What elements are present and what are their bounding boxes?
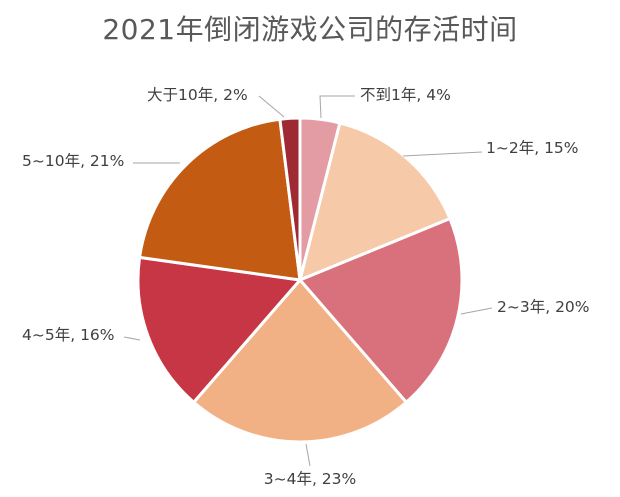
pie-slice — [298, 121, 452, 282]
slice-label: 5~10年, 21% — [22, 152, 124, 170]
pie-slice — [138, 117, 302, 282]
pie-slice — [192, 278, 408, 444]
leader-line — [319, 95, 355, 119]
leader-line — [402, 151, 483, 157]
chart-title: 2021年倒闭游戏公司的存活时间 — [102, 13, 518, 46]
pie-slice — [278, 116, 302, 282]
leader-line — [258, 95, 285, 118]
leader-line — [460, 307, 493, 315]
leader-line — [123, 336, 141, 341]
pie-slice — [136, 255, 302, 404]
slice-label: 4~5年, 16% — [22, 326, 115, 344]
slice-label: 大于10年, 2% — [147, 86, 248, 104]
leader-line — [305, 443, 311, 467]
pie-slice — [298, 217, 464, 404]
slice-label: 1~2年, 15% — [486, 139, 579, 157]
slice-label: 2~3年, 20% — [497, 298, 590, 316]
slice-label: 3~4年, 23% — [264, 470, 357, 488]
slice-label: 不到1年, 4% — [360, 86, 451, 104]
